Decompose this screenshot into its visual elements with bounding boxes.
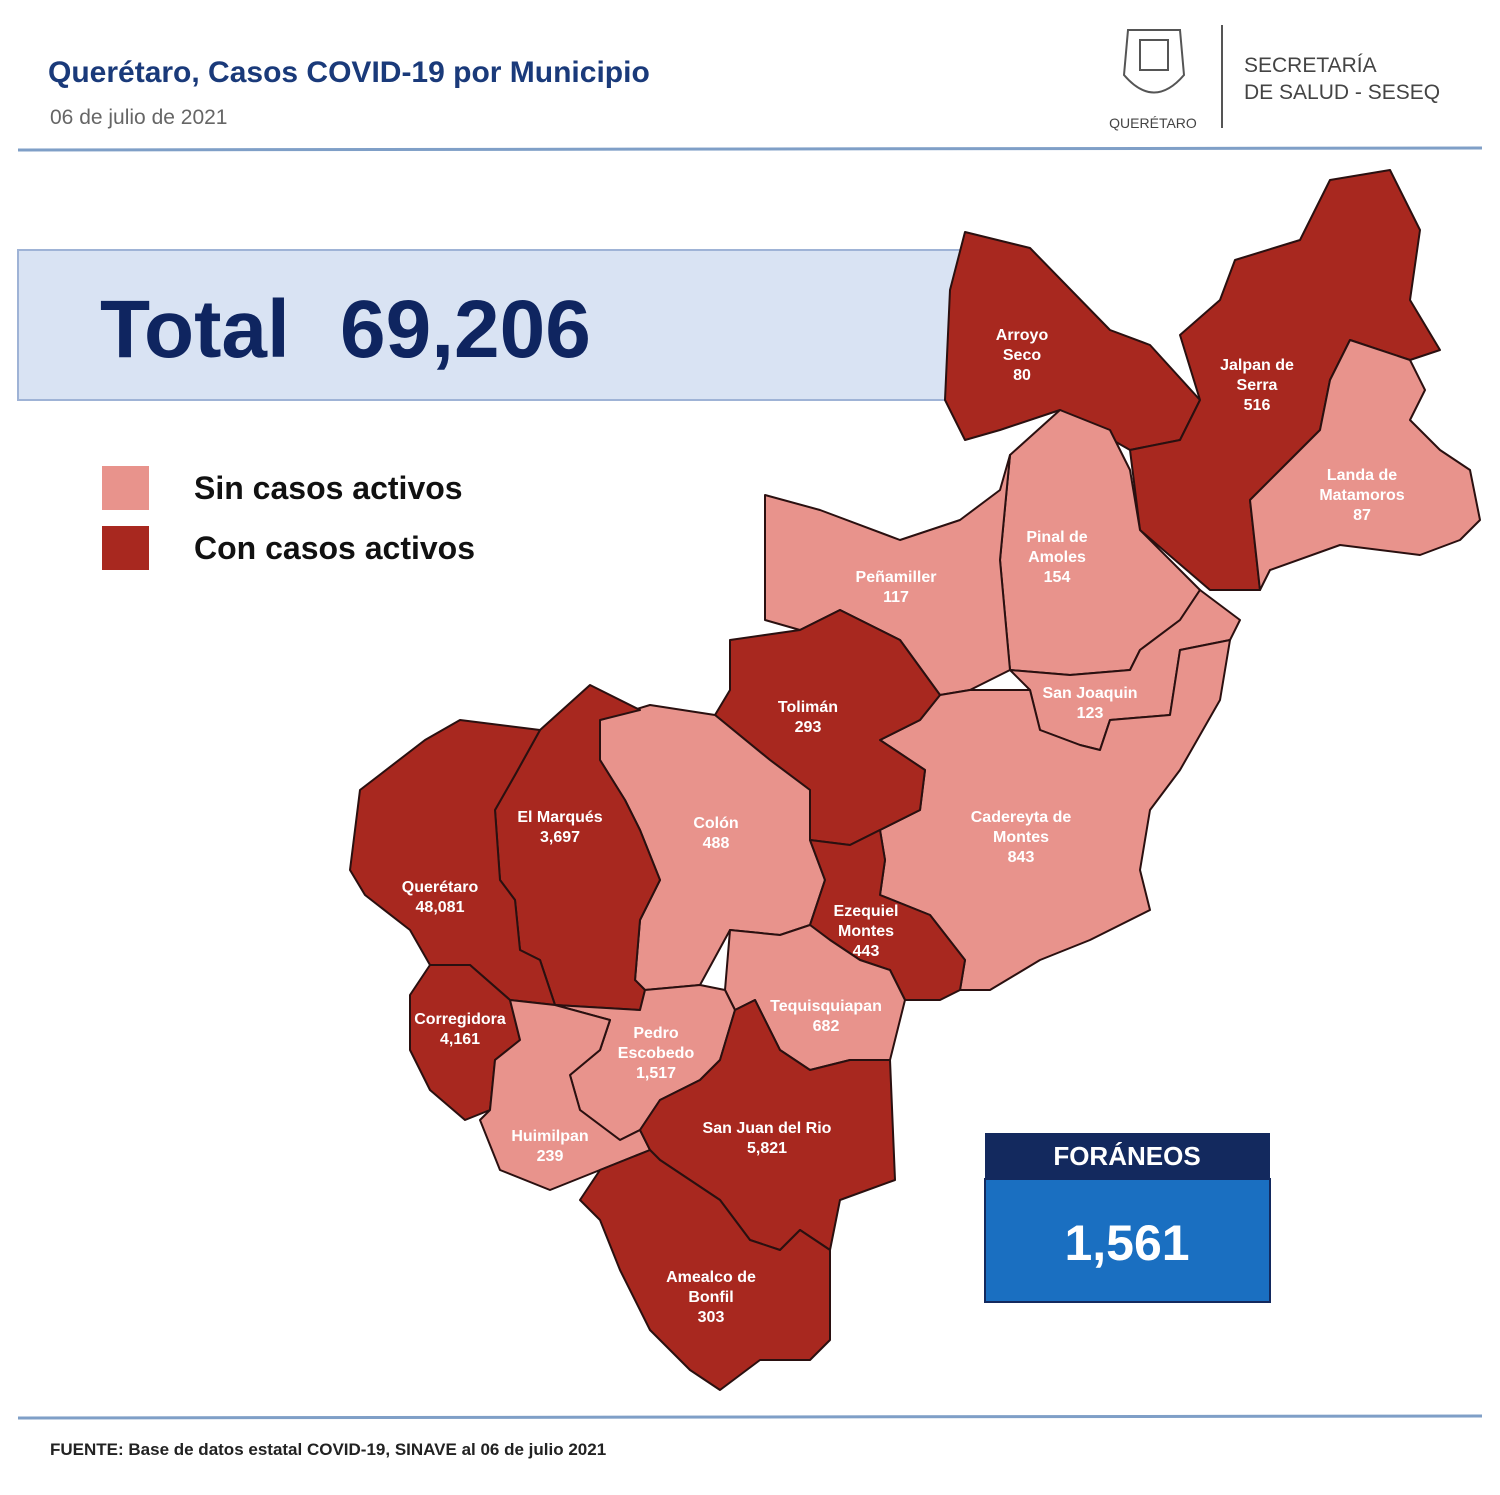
municipality-name: Corregidora [414,1011,506,1028]
municipality-name: Pinal de [1026,529,1087,546]
municipality-name: El Marqués [517,809,602,826]
municipality-name: Ezequiel [834,903,899,920]
footer: FUENTE: Base de datos estatal COVID-19, … [50,1440,606,1459]
municipality-name: Montes [993,829,1049,846]
legend-label: Con casos activos [194,530,475,566]
foraneos-box [984,1178,1271,1303]
municipality-name: Amealco de [666,1269,756,1286]
total-value: 69,206 [340,284,591,375]
title: Querétaro, Casos COVID-19 por Municipio [48,56,650,89]
municipality-name: Colón [693,815,738,832]
municipality-cases: 154 [1044,569,1071,586]
municipality-cases: 5,821 [747,1140,787,1157]
municipality-cases: 682 [813,1018,840,1035]
legend: Sin casos activos Con casos activos [102,466,475,570]
legend-label: Sin casos activos [194,470,463,506]
municipality-cases: 123 [1077,705,1104,722]
municipality-name: San Joaquin [1042,685,1137,702]
foraneos-header [985,1133,1270,1179]
municipality-cases: 488 [703,835,730,852]
header-rule [17,146,1483,152]
map-regions: Arroyo Seco 80 Jalpan de Serra 516 Landa de Mat… [349,169,1481,1391]
municipality-name: Tolimán [778,699,838,716]
total-label: Total [100,284,290,375]
municipality-cases: 4,161 [440,1031,480,1048]
municipality-cases: 1,517 [636,1065,676,1082]
municipality-name: San Juan del Rio [703,1120,832,1137]
foraneos-label: FORÁNEOS [1053,1141,1200,1171]
municipality-name: Seco [1003,347,1041,364]
municipality-area [349,719,556,1006]
municipality-cases: 87 [1353,507,1371,524]
municipality-name: Querétaro [402,879,479,896]
municipality-cases: 303 [698,1309,725,1326]
municipality-name: Tequisquiapan [770,998,882,1015]
foraneos-value: 1,561 [1064,1215,1189,1271]
municipality-area [1249,339,1481,591]
municipality-cases: 516 [1244,397,1271,414]
municipality-name: Cadereyta de [971,809,1072,826]
municipality-area [579,1149,831,1391]
logo-text: QUERÉTARO [1109,115,1197,131]
municipality-cases: 80 [1013,367,1031,384]
legend-swatch [102,526,149,570]
agency-line: DE SALUD - SESEQ [1244,81,1440,104]
agency-line: SECRETARÍA [1244,54,1377,77]
municipality-name: Bonfil [688,1289,733,1306]
total-banner [17,249,969,401]
municipality-name: Amoles [1028,549,1086,566]
municipality-name: Jalpan de [1220,357,1294,374]
legend-swatch [102,466,149,510]
municipality-name: Escobedo [618,1045,695,1062]
municipality-name: Huimilpan [511,1128,588,1145]
municipality-name: Arroyo [996,327,1049,344]
municipality-cases: 48,081 [416,899,465,916]
municipality-name: Landa de [1327,467,1397,484]
footer-rule [17,1414,1483,1420]
municipality-name: Pedro [633,1025,679,1042]
municipality-name: Matamoros [1319,487,1404,504]
logo: QUERÉTARO [1109,29,1197,131]
municipality-cases: 293 [795,719,822,736]
municipality-cases: 239 [537,1148,564,1165]
municipality-cases: 443 [853,943,880,960]
municipality-name: Serra [1237,377,1278,394]
municipality-cases: 117 [883,589,909,606]
municipality-name: Montes [838,923,894,940]
municipality-cases: 3,697 [540,829,580,846]
date: 06 de julio de 2021 [50,106,228,129]
municipality-name: Peñamiller [856,569,937,586]
municipality-cases: 843 [1008,849,1035,866]
